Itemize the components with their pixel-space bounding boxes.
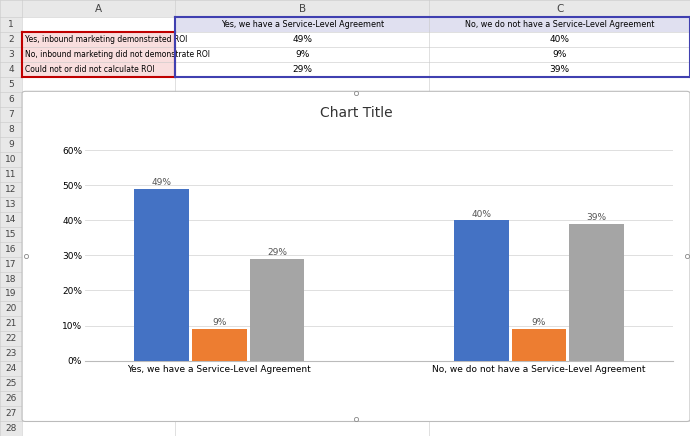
Text: 13: 13: [6, 200, 17, 209]
Text: C: C: [556, 4, 563, 14]
Text: 9%: 9%: [212, 318, 226, 327]
Text: 17: 17: [6, 259, 17, 269]
Text: 12: 12: [6, 185, 17, 194]
Text: 2: 2: [8, 35, 14, 44]
Bar: [192, 329, 246, 361]
Text: Yes, inbound marketing demonstrated ROI: Yes, inbound marketing demonstrated ROI: [25, 35, 187, 44]
Text: 6: 6: [8, 95, 14, 104]
Text: A: A: [95, 4, 102, 14]
Text: 16: 16: [6, 245, 17, 254]
Bar: [22, 32, 175, 48]
Bar: [22, 62, 175, 77]
Text: Could not or did not calculate ROI: Could not or did not calculate ROI: [25, 65, 155, 74]
Text: 24: 24: [6, 364, 17, 373]
Text: 3: 3: [8, 50, 14, 59]
Text: 40%: 40%: [471, 210, 491, 218]
Text: 9%: 9%: [295, 50, 309, 59]
Text: 4: 4: [8, 65, 14, 74]
Text: 40%: 40%: [550, 35, 569, 44]
Text: 5: 5: [8, 80, 14, 89]
Text: 26: 26: [6, 394, 17, 403]
Bar: [454, 220, 509, 361]
Bar: [0, 0, 22, 436]
Text: 25: 25: [6, 379, 17, 388]
Text: 39%: 39%: [549, 65, 570, 74]
Bar: [250, 259, 304, 361]
Text: 18: 18: [6, 275, 17, 283]
Text: Yes, we have a Service-Level Agreement: Yes, we have a Service-Level Agreement: [221, 20, 384, 29]
Text: 7: 7: [8, 110, 14, 119]
Text: 49%: 49%: [152, 178, 172, 187]
Bar: [175, 17, 429, 32]
Bar: [0, 0, 690, 17]
Text: 39%: 39%: [586, 213, 607, 222]
Text: B: B: [299, 4, 306, 14]
Text: 23: 23: [6, 349, 17, 358]
Text: 14: 14: [6, 215, 17, 224]
Text: No, inbound marketing did not demonstrate ROI: No, inbound marketing did not demonstrat…: [25, 50, 210, 59]
Text: 10: 10: [6, 155, 17, 164]
Text: 9%: 9%: [553, 50, 566, 59]
Text: 9: 9: [8, 140, 14, 149]
Text: 8: 8: [8, 125, 14, 134]
Text: 15: 15: [6, 230, 17, 238]
Text: No, we do not have a Service-Level Agreement: No, we do not have a Service-Level Agree…: [465, 20, 654, 29]
Text: 28: 28: [6, 424, 17, 433]
Text: 21: 21: [6, 320, 17, 328]
Bar: [569, 224, 624, 361]
Bar: [429, 17, 690, 32]
Text: 20: 20: [6, 304, 17, 313]
Text: 11: 11: [6, 170, 17, 179]
Text: 22: 22: [6, 334, 17, 343]
Text: 29%: 29%: [293, 65, 312, 74]
Legend: Yes, inbound marketing demonstrated ROI, No, inbound marketing did not demonstra: Yes, inbound marketing demonstrated ROI,…: [96, 433, 662, 436]
FancyBboxPatch shape: [22, 91, 690, 422]
Text: 27: 27: [6, 409, 17, 418]
Text: 29%: 29%: [267, 248, 287, 257]
Text: 9%: 9%: [532, 318, 546, 327]
Bar: [512, 329, 566, 361]
Bar: [22, 48, 175, 62]
Text: 1: 1: [8, 20, 14, 29]
Text: Chart Title: Chart Title: [319, 106, 393, 120]
Text: 49%: 49%: [293, 35, 312, 44]
Bar: [135, 189, 189, 361]
Text: 19: 19: [6, 290, 17, 299]
